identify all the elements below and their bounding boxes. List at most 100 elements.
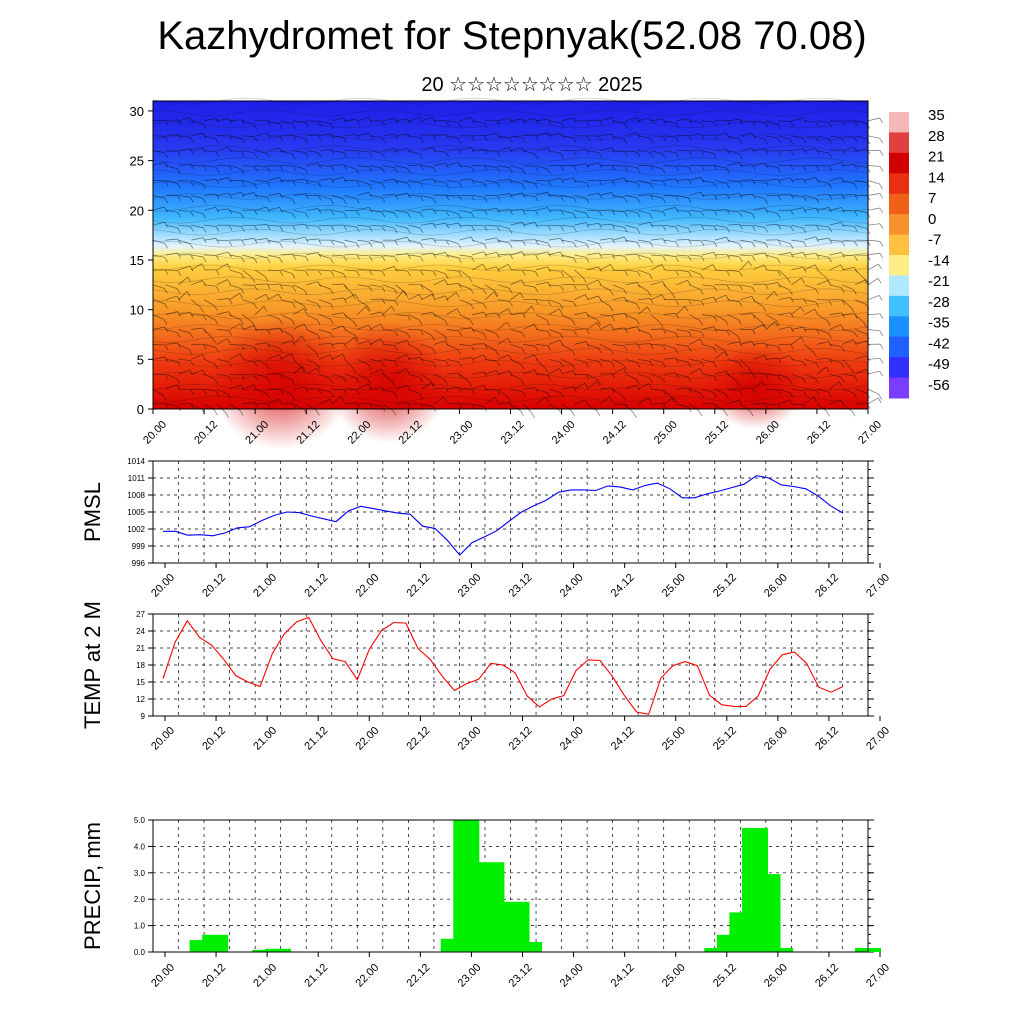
wind-barb-flag: [509, 209, 514, 215]
wind-barb-flag: [279, 136, 284, 142]
wind-barb: [433, 340, 446, 345]
wind-barb-flag: [624, 211, 628, 218]
wind-barb: [191, 369, 203, 375]
wind-barb-flag: [800, 306, 805, 313]
wind-barb: [816, 150, 829, 154]
wind-barb: [535, 373, 549, 376]
wind-barb: [433, 329, 445, 336]
wind-barb: [152, 150, 165, 154]
x-tick-label: 22.12: [405, 962, 433, 990]
wind-barb-flag: [266, 283, 271, 290]
wind-barb: [497, 299, 510, 302]
wind-barb: [523, 284, 536, 288]
wind-barb: [548, 251, 561, 256]
wind-barb: [561, 239, 574, 243]
wind-barb-flag: [725, 295, 730, 301]
wind-barb-flag: [598, 193, 603, 199]
wind-barb-flag: [305, 121, 309, 128]
wind-barb-flag: [356, 134, 360, 140]
wind-barb-flag: [713, 286, 718, 292]
y-tick-label: 9: [141, 712, 146, 721]
wind-barb: [178, 358, 191, 361]
wind-barb-flag: [800, 337, 805, 343]
wind-barb: [216, 373, 229, 377]
wind-barb-flag: [597, 379, 602, 386]
wind-barb-flag: [726, 270, 731, 276]
wind-barb-flag: [547, 225, 552, 231]
wind-barb: [267, 239, 280, 244]
wind-barb: [229, 373, 242, 376]
wind-barb: [433, 387, 446, 390]
wind-barb: [421, 134, 434, 137]
wind-barb: [178, 148, 191, 152]
wind-barb-flag: [177, 183, 181, 189]
wind-barb-flag: [764, 227, 769, 233]
wind-barb: [357, 133, 370, 137]
wind-barb: [548, 224, 561, 227]
wind-barb: [293, 308, 304, 315]
wind-barb-flag: [342, 198, 347, 205]
wind-barb: [395, 147, 408, 152]
wind-barb: [765, 291, 775, 300]
wind-barb: [497, 135, 510, 139]
wind-barb: [829, 284, 842, 289]
wind-barb-flag: [534, 153, 539, 160]
wind-barb-flag: [598, 152, 603, 158]
wind-barb: [510, 403, 521, 411]
wind-barb-flag: [405, 368, 410, 374]
wind-barb-flag: [343, 255, 348, 262]
wind-barb-flag: [253, 374, 258, 381]
wind-barb-flag: [355, 168, 360, 175]
colorbar-swatch: [889, 275, 909, 297]
wind-barb: [523, 354, 535, 360]
wind-barb-flag: [803, 165, 807, 172]
wind-barb: [280, 299, 293, 303]
wind-barb: [727, 192, 740, 196]
wind-barb-flag: [420, 403, 424, 409]
wind-barb: [344, 133, 357, 137]
wind-barb: [612, 388, 623, 397]
wind-barb: [523, 195, 536, 197]
wind-barb-flag: [471, 135, 475, 142]
wind-barb-flag: [226, 338, 231, 344]
wind-barb: [855, 329, 867, 335]
wind-barb: [701, 403, 715, 405]
wind-barb-flag: [368, 340, 373, 346]
wind-barb-flag: [688, 135, 692, 141]
wind-barb-flag: [751, 329, 756, 335]
wind-barb-flag: [458, 372, 462, 379]
wind-barb: [740, 147, 753, 152]
wind-barb: [254, 358, 267, 365]
wind-barb-flag: [522, 137, 526, 143]
wind-barb: [701, 194, 715, 196]
wind-barb-flag: [508, 147, 513, 153]
wind-barb: [650, 150, 663, 155]
wind-barb: [472, 299, 484, 305]
wind-barb-flag: [457, 213, 462, 219]
wind-barb: [191, 147, 204, 152]
wind-barb: [829, 207, 842, 211]
wind-barb: [523, 269, 536, 272]
wind-barb: [548, 120, 561, 124]
colorbar-label: -7: [928, 232, 941, 249]
wind-barb-flag: [751, 213, 756, 219]
wind-barb-flag: [214, 305, 218, 311]
wind-barb-flag: [356, 150, 360, 156]
wind-barb: [650, 238, 663, 241]
wind-barb: [701, 264, 713, 271]
y-tick-label: 24: [136, 627, 145, 636]
wind-barb-flag: [661, 377, 666, 384]
wind-barb: [778, 193, 791, 196]
wind-barb: [714, 224, 727, 228]
wind-barb: [650, 328, 663, 330]
wind-barb-flag: [841, 241, 845, 247]
wind-barb: [510, 344, 523, 349]
wind-barb-flag: [814, 309, 819, 315]
x-tick-label: 24.12: [609, 725, 637, 753]
colorbar-label: 0: [928, 211, 936, 228]
wind-barb-flag: [253, 238, 258, 244]
wind-barb-flag: [675, 241, 679, 247]
wind-barb-flag: [878, 263, 882, 270]
wind-barb: [689, 209, 702, 212]
